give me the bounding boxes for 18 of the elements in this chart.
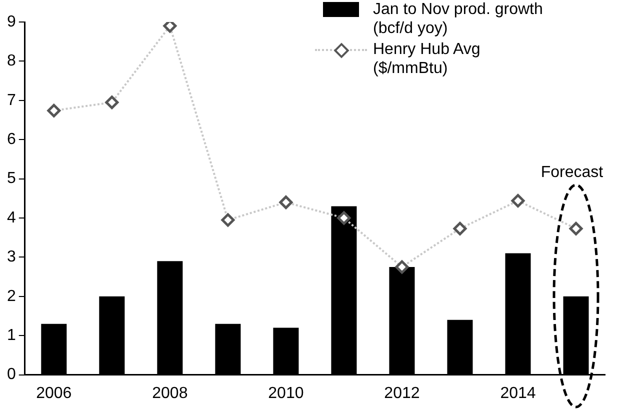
y-tick-label: 5 <box>6 170 16 188</box>
y-tick-label: 2 <box>6 288 16 305</box>
y-tick-label: 9 <box>6 13 16 30</box>
annotation: Forecast <box>540 164 604 182</box>
x-tick-label: 2012 <box>384 384 420 402</box>
legend-label: Jan to Nov prod. growth (bcf/d yoy) <box>373 0 544 38</box>
x-tick-label: 2014 <box>500 384 536 402</box>
y-tick-label: 4 <box>6 209 16 226</box>
y-tick-label: 6 <box>6 131 16 148</box>
y-tick-label: 7 <box>6 92 16 109</box>
x-tick-label: 2006 <box>36 384 72 402</box>
y-tick-label: 3 <box>6 248 16 266</box>
y-tick-label: 1 <box>6 327 16 344</box>
x-tick-label: 2010 <box>268 384 304 402</box>
y-tick-label: 0 <box>6 366 16 384</box>
y-tick-label: 8 <box>6 52 16 70</box>
x-tick-label: 2008 <box>152 384 188 402</box>
legend-label: Henry Hub Avg ($/mmBtu) <box>373 40 482 78</box>
